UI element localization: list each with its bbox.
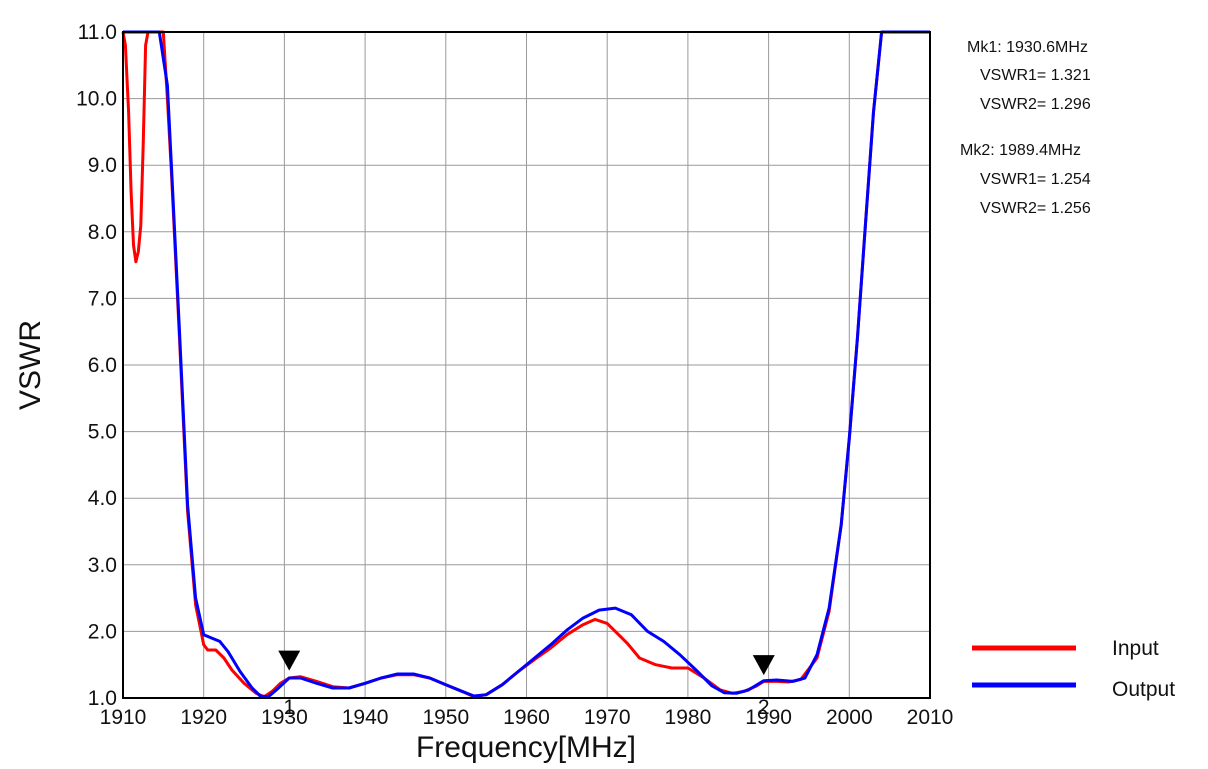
- mk2-vswr2: VSWR2= 1.256: [980, 200, 1091, 217]
- mk1-vswr2: VSWR2= 1.296: [980, 96, 1091, 113]
- mk2-frequency: Mk2: 1989.4MHz: [960, 142, 1081, 159]
- y-tick-label: 10.0: [76, 88, 117, 111]
- y-tick-label: 3.0: [88, 554, 117, 577]
- legend: Input Output: [972, 637, 1175, 701]
- marker-readout: Mk1: 1930.6MHz VSWR1= 1.321 VSWR2= 1.296…: [960, 39, 1091, 217]
- x-tick-label: 1980: [665, 706, 712, 729]
- x-tick-label: 1990: [745, 706, 792, 729]
- marker-number: 2: [758, 696, 770, 719]
- x-tick-label: 1960: [503, 706, 550, 729]
- y-tick-label: 2.0: [88, 620, 117, 643]
- y-tick-label: 9.0: [88, 154, 117, 177]
- x-tick-label: 1910: [100, 706, 147, 729]
- y-axis-title: VSWR: [14, 320, 47, 410]
- x-tick-label: 2000: [826, 706, 873, 729]
- x-tick-label: 1950: [422, 706, 469, 729]
- x-tick-label: 1940: [342, 706, 389, 729]
- x-tick-label: 2010: [907, 706, 954, 729]
- legend-output-label: Output: [1112, 678, 1175, 701]
- series-line-output: [123, 30, 930, 699]
- y-tick-label: 8.0: [88, 221, 117, 244]
- mk1-vswr1: VSWR1= 1.321: [980, 67, 1091, 84]
- y-tick-label: 1.0: [88, 687, 117, 710]
- plot-frame: [122, 31, 931, 699]
- y-tick-label: 6.0: [88, 354, 117, 377]
- y-tick-label: 11.0: [78, 21, 117, 44]
- x-tick-label: 1970: [584, 706, 631, 729]
- y-tick-labels: 1.0 2.0 3.0 4.0 5.0 6.0 7.0 8.0 9.0 10.0 11.0: [76, 21, 117, 710]
- mk1-frequency: Mk1: 1930.6MHz: [967, 39, 1088, 56]
- x-axis-title: Frequency[MHz]: [416, 731, 636, 764]
- x-tick-label: 1920: [180, 706, 227, 729]
- marker-triangle: [752, 655, 775, 676]
- series-layer: [121, 30, 930, 699]
- legend-input-label: Input: [1112, 637, 1159, 660]
- marker-triangle: [278, 650, 301, 671]
- x-tick-label: 1930: [261, 706, 308, 729]
- marker-number: 1: [283, 696, 295, 719]
- y-tick-label: 7.0: [88, 287, 117, 310]
- mk2-vswr1: VSWR1= 1.254: [980, 171, 1091, 188]
- x-tick-labels: 1910 1920 1930 1940 1950 1960 1970 1980 1990 2000…: [100, 706, 954, 729]
- y-tick-label: 4.0: [88, 487, 117, 510]
- y-tick-label: 5.0: [88, 421, 117, 444]
